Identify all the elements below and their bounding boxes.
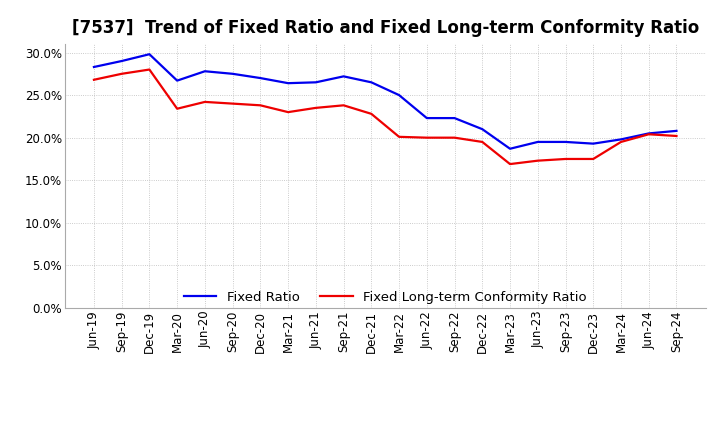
Fixed Ratio — [589, 141, 598, 146]
Fixed Ratio — [145, 51, 154, 57]
Fixed Ratio — [534, 139, 542, 145]
Fixed Long-term Conformity Ratio — [616, 139, 625, 145]
Fixed Ratio — [616, 137, 625, 142]
Fixed Long-term Conformity Ratio — [89, 77, 98, 82]
Fixed Ratio — [228, 71, 237, 77]
Fixed Long-term Conformity Ratio — [478, 139, 487, 145]
Fixed Long-term Conformity Ratio — [228, 101, 237, 106]
Fixed Long-term Conformity Ratio — [589, 156, 598, 161]
Fixed Ratio — [312, 80, 320, 85]
Fixed Long-term Conformity Ratio — [312, 105, 320, 110]
Fixed Long-term Conformity Ratio — [367, 111, 376, 117]
Fixed Ratio — [505, 146, 514, 151]
Fixed Ratio — [423, 115, 431, 121]
Fixed Long-term Conformity Ratio — [284, 110, 292, 115]
Fixed Long-term Conformity Ratio — [201, 99, 210, 105]
Fixed Long-term Conformity Ratio — [423, 135, 431, 140]
Fixed Ratio — [339, 74, 348, 79]
Fixed Ratio — [561, 139, 570, 145]
Fixed Ratio — [117, 59, 126, 64]
Legend: Fixed Ratio, Fixed Long-term Conformity Ratio: Fixed Ratio, Fixed Long-term Conformity … — [184, 291, 587, 304]
Fixed Ratio — [644, 131, 653, 136]
Fixed Ratio — [201, 69, 210, 74]
Fixed Ratio — [367, 80, 376, 85]
Line: Fixed Long-term Conformity Ratio: Fixed Long-term Conformity Ratio — [94, 70, 677, 164]
Fixed Long-term Conformity Ratio — [173, 106, 181, 111]
Fixed Long-term Conformity Ratio — [256, 103, 265, 108]
Fixed Ratio — [450, 115, 459, 121]
Fixed Long-term Conformity Ratio — [339, 103, 348, 108]
Fixed Long-term Conformity Ratio — [534, 158, 542, 163]
Fixed Long-term Conformity Ratio — [672, 133, 681, 139]
Fixed Ratio — [173, 78, 181, 83]
Fixed Ratio — [284, 81, 292, 86]
Fixed Long-term Conformity Ratio — [450, 135, 459, 140]
Fixed Ratio — [478, 127, 487, 132]
Line: Fixed Ratio: Fixed Ratio — [94, 54, 677, 149]
Fixed Ratio — [672, 128, 681, 133]
Fixed Ratio — [395, 92, 403, 98]
Fixed Ratio — [89, 64, 98, 70]
Fixed Long-term Conformity Ratio — [505, 161, 514, 167]
Title: [7537]  Trend of Fixed Ratio and Fixed Long-term Conformity Ratio: [7537] Trend of Fixed Ratio and Fixed Lo… — [71, 19, 699, 37]
Fixed Ratio — [256, 75, 265, 81]
Fixed Long-term Conformity Ratio — [395, 134, 403, 139]
Fixed Long-term Conformity Ratio — [644, 132, 653, 137]
Fixed Long-term Conformity Ratio — [117, 71, 126, 77]
Fixed Long-term Conformity Ratio — [561, 156, 570, 161]
Fixed Long-term Conformity Ratio — [145, 67, 154, 72]
